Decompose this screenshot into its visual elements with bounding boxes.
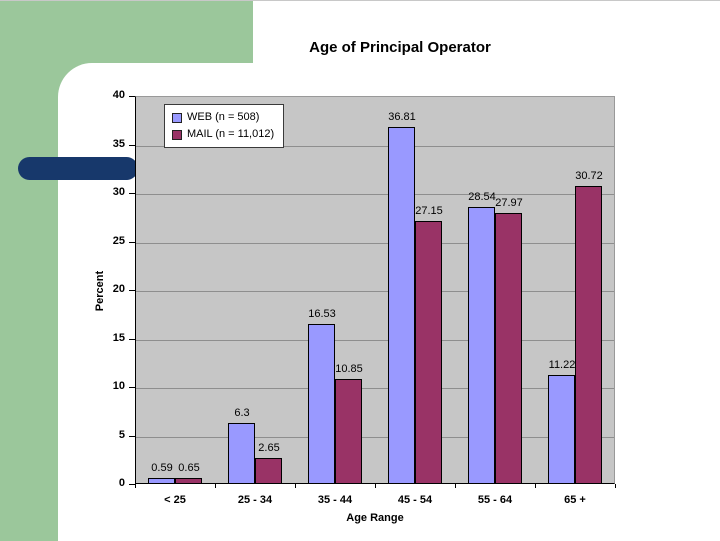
gridline — [136, 340, 614, 341]
y-tick-label: 35 — [112, 138, 125, 150]
y-tick-label: 40 — [112, 89, 125, 101]
legend-label-mail: MAIL (n = 11,012) — [187, 128, 275, 140]
y-tick-label: 0 — [118, 477, 125, 489]
gridline — [136, 291, 614, 292]
bar-web — [228, 423, 255, 484]
bar-value-label: 2.65 — [258, 442, 280, 454]
x-tick-label: 35 - 44 — [317, 494, 353, 506]
y-axis-tick — [129, 339, 135, 340]
x-axis-tick — [295, 484, 296, 488]
x-axis-tick — [135, 484, 136, 488]
legend: WEB (n = 508) MAIL (n = 11,012) — [164, 104, 285, 148]
x-axis-tick — [615, 484, 616, 488]
bar-value-label: 36.81 — [388, 111, 416, 123]
legend-swatch-mail-icon — [172, 129, 182, 140]
bar-mail — [335, 379, 362, 484]
x-axis-tick — [215, 484, 216, 488]
bar-value-label: 27.97 — [495, 197, 523, 209]
x-tick-label: 65 + — [564, 494, 586, 506]
legend-item-web: WEB (n = 508) — [172, 110, 274, 125]
y-axis-tick — [129, 436, 135, 437]
y-axis-tick — [129, 290, 135, 291]
bar-mail — [175, 478, 202, 484]
bar-web — [388, 127, 415, 484]
y-tick-label: 10 — [112, 380, 125, 392]
legend-label-web: WEB (n = 508) — [187, 111, 260, 123]
x-tick-label: < 25 — [164, 494, 186, 506]
bar-value-label: 0.59 — [151, 462, 173, 474]
bar-web — [148, 478, 175, 484]
y-axis-tick — [129, 387, 135, 388]
x-axis-title: Age Range — [346, 512, 404, 524]
bar-value-label: 28.54 — [468, 191, 496, 203]
slide-accent-bar — [18, 157, 138, 180]
x-tick-label: 45 - 54 — [397, 494, 433, 506]
bar-value-label: 0.65 — [178, 462, 200, 474]
legend-item-mail: MAIL (n = 11,012) — [172, 127, 274, 142]
chart-title: Age of Principal Operator — [309, 39, 491, 56]
bar-value-label: 10.85 — [335, 363, 363, 375]
gridline — [136, 388, 614, 389]
y-tick-label: 20 — [112, 283, 125, 295]
y-tick-label: 15 — [112, 332, 125, 344]
gridline — [136, 194, 614, 195]
y-axis-tick — [129, 145, 135, 146]
bar-value-label: 16.53 — [308, 308, 336, 320]
bar-mail — [255, 458, 282, 484]
bar-mail — [415, 221, 442, 484]
y-axis-tick — [129, 484, 135, 485]
bar-web — [308, 324, 335, 484]
gridline — [136, 243, 614, 244]
bar-mail — [575, 186, 602, 484]
bar-mail — [495, 213, 522, 484]
y-axis-tick — [129, 242, 135, 243]
y-tick-label: 30 — [112, 186, 125, 198]
bar-value-label: 27.15 — [415, 205, 443, 217]
gridline — [136, 146, 614, 147]
y-axis-title: Percent — [94, 270, 106, 312]
x-axis-tick — [375, 484, 376, 488]
x-axis-tick — [535, 484, 536, 488]
bar-value-label: 6.3 — [234, 407, 250, 419]
x-tick-label: 25 - 34 — [237, 494, 273, 506]
plot-area — [135, 96, 615, 484]
bar-web — [468, 207, 495, 484]
legend-swatch-web-icon — [172, 112, 182, 123]
gridline — [136, 437, 614, 438]
y-axis-tick — [129, 193, 135, 194]
y-axis-tick — [129, 96, 135, 97]
y-tick-label: 25 — [112, 235, 125, 247]
bar-value-label: 11.22 — [548, 359, 576, 371]
bar-value-label: 30.72 — [575, 170, 603, 182]
y-tick-label: 5 — [118, 429, 125, 441]
bar-web — [548, 375, 575, 484]
x-axis-tick — [455, 484, 456, 488]
x-tick-label: 55 - 64 — [477, 494, 513, 506]
